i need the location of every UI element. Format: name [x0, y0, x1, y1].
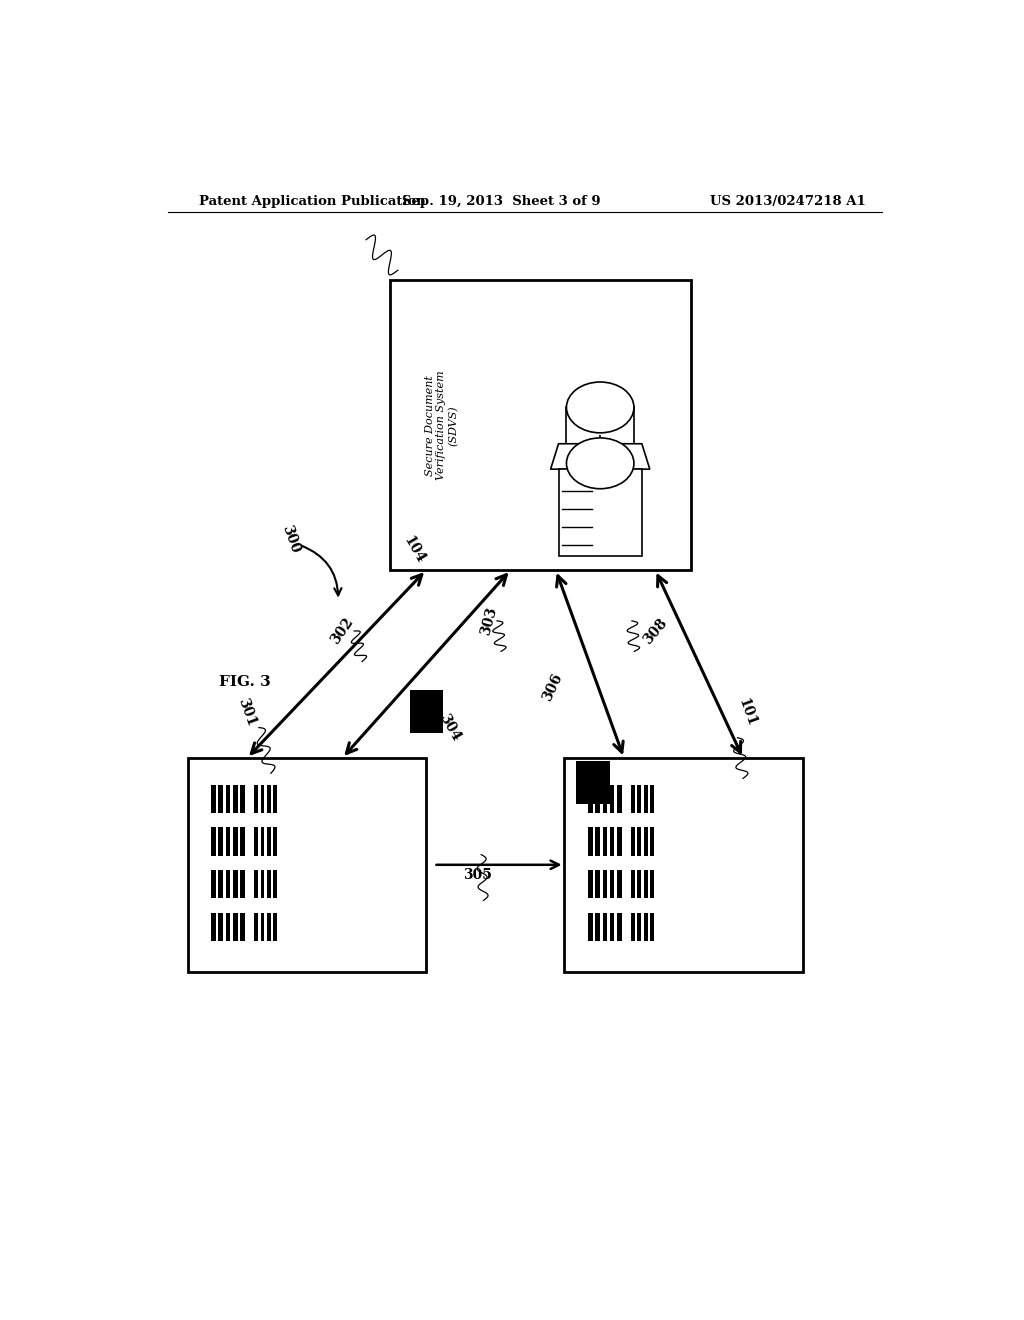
Bar [602, 784, 607, 813]
Bar [644, 784, 648, 813]
Bar [273, 870, 278, 899]
Bar [211, 870, 216, 899]
Bar [273, 912, 278, 941]
Bar [410, 690, 443, 733]
Bar [558, 469, 642, 556]
Bar [260, 870, 264, 899]
Bar [638, 828, 641, 855]
Bar [211, 912, 216, 941]
Bar [254, 784, 258, 813]
Bar [267, 784, 271, 813]
Bar [602, 828, 607, 855]
Bar [260, 828, 264, 855]
Bar [631, 912, 635, 941]
Bar [650, 870, 654, 899]
Text: 308: 308 [641, 615, 671, 647]
Text: 101: 101 [735, 696, 759, 729]
Text: 104: 104 [400, 533, 427, 566]
Bar [609, 870, 614, 899]
Bar [225, 912, 230, 941]
Ellipse shape [566, 438, 634, 488]
Bar [211, 784, 216, 813]
Bar [225, 828, 230, 855]
Bar [240, 912, 245, 941]
Bar [225, 870, 230, 899]
Bar [595, 828, 600, 855]
Bar [588, 912, 593, 941]
Bar [225, 784, 230, 813]
Text: 306: 306 [540, 671, 565, 704]
Bar [588, 784, 593, 813]
Bar [218, 870, 223, 899]
Bar [588, 828, 593, 855]
Bar [609, 828, 614, 855]
Bar [240, 870, 245, 899]
Bar [631, 870, 635, 899]
Bar [609, 912, 614, 941]
Bar [260, 912, 264, 941]
Bar [218, 912, 223, 941]
Text: 303: 303 [478, 605, 500, 636]
Bar [240, 828, 245, 855]
Text: FIG. 3: FIG. 3 [219, 675, 271, 689]
Bar [616, 870, 622, 899]
Bar [218, 784, 223, 813]
Text: US 2013/0247218 A1: US 2013/0247218 A1 [711, 194, 866, 207]
Bar [232, 912, 238, 941]
Bar [602, 912, 607, 941]
Bar [644, 912, 648, 941]
Bar [232, 870, 238, 899]
Bar [650, 784, 654, 813]
Bar [644, 870, 648, 899]
Bar [240, 784, 245, 813]
Bar [638, 870, 641, 899]
Bar [260, 784, 264, 813]
Bar [187, 758, 426, 972]
Text: 300: 300 [280, 524, 302, 556]
Bar [577, 762, 609, 804]
Bar [650, 912, 654, 941]
Bar [631, 828, 635, 855]
Bar [595, 912, 600, 941]
Bar [232, 784, 238, 813]
Text: Secure Document
Verification System
(SDVS): Secure Document Verification System (SDV… [425, 371, 459, 480]
Bar [595, 784, 600, 813]
Bar [254, 870, 258, 899]
Bar [254, 912, 258, 941]
Bar [609, 784, 614, 813]
Bar [211, 828, 216, 855]
Text: 301: 301 [236, 697, 259, 729]
Text: 304: 304 [436, 711, 463, 743]
Bar [638, 912, 641, 941]
Bar [588, 870, 593, 899]
Bar [616, 828, 622, 855]
Bar [254, 828, 258, 855]
Polygon shape [551, 444, 650, 469]
Ellipse shape [566, 381, 634, 433]
Bar [616, 912, 622, 941]
Bar [650, 828, 654, 855]
Bar [390, 280, 691, 570]
Bar [232, 828, 238, 855]
Bar [616, 784, 622, 813]
Bar [564, 758, 803, 972]
Bar [595, 870, 600, 899]
Bar [602, 870, 607, 899]
Bar [267, 912, 271, 941]
Text: 302: 302 [329, 615, 356, 647]
Bar [644, 828, 648, 855]
Bar [273, 784, 278, 813]
Bar [273, 828, 278, 855]
Text: 305: 305 [463, 869, 492, 882]
Text: Patent Application Publication: Patent Application Publication [200, 194, 426, 207]
Bar [631, 784, 635, 813]
Bar [566, 408, 634, 463]
Bar [638, 784, 641, 813]
Bar [267, 828, 271, 855]
Text: Sep. 19, 2013  Sheet 3 of 9: Sep. 19, 2013 Sheet 3 of 9 [401, 194, 600, 207]
Bar [267, 870, 271, 899]
Bar [218, 828, 223, 855]
